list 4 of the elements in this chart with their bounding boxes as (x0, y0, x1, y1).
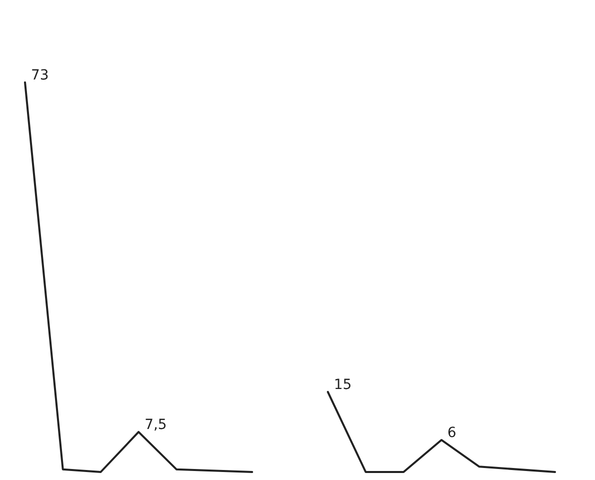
data-label: 6 (447, 424, 456, 441)
data-label: 7,5 (144, 416, 167, 433)
data-label: 73 (31, 67, 49, 84)
data-label: 15 (334, 376, 352, 393)
